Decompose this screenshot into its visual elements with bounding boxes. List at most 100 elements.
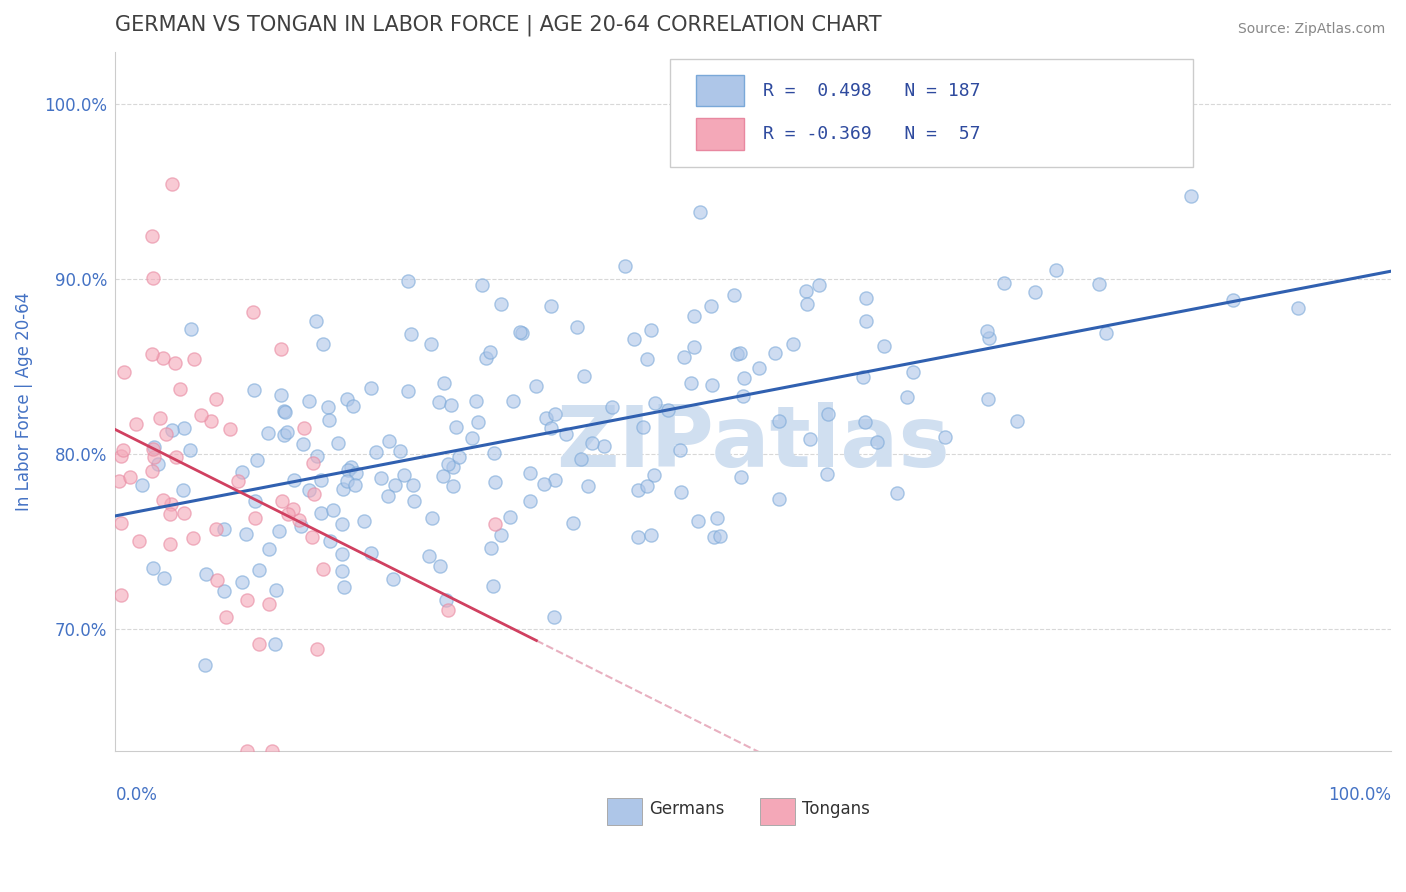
Point bbox=[489, 297, 512, 311]
Point bbox=[353, 514, 375, 528]
Point bbox=[730, 470, 752, 484]
Point bbox=[271, 494, 294, 508]
Point bbox=[852, 370, 875, 384]
Point bbox=[679, 376, 702, 391]
Point bbox=[336, 474, 359, 488]
Point bbox=[305, 314, 328, 328]
Point bbox=[706, 511, 728, 525]
Point bbox=[479, 345, 502, 359]
Point bbox=[283, 502, 305, 516]
Point bbox=[399, 326, 422, 341]
Point bbox=[277, 507, 299, 521]
Point bbox=[643, 468, 665, 483]
Point bbox=[808, 277, 831, 292]
Point bbox=[1094, 326, 1116, 341]
Point bbox=[709, 529, 731, 543]
Point bbox=[153, 572, 176, 586]
Point bbox=[301, 530, 323, 544]
Point bbox=[627, 483, 650, 497]
Point bbox=[683, 310, 706, 324]
Point bbox=[336, 392, 359, 406]
Point bbox=[263, 637, 285, 651]
Point bbox=[169, 382, 191, 396]
Point bbox=[141, 464, 163, 478]
Point bbox=[482, 445, 505, 459]
Point bbox=[205, 522, 228, 536]
Point bbox=[370, 471, 392, 485]
Point bbox=[302, 456, 325, 470]
Point bbox=[290, 518, 312, 533]
Point bbox=[312, 562, 335, 576]
Text: Germans: Germans bbox=[648, 800, 724, 818]
Point bbox=[934, 430, 956, 444]
Point bbox=[418, 549, 440, 564]
Point bbox=[1007, 414, 1029, 428]
Point bbox=[437, 457, 460, 471]
Point bbox=[173, 421, 195, 435]
Point bbox=[343, 478, 366, 492]
Point bbox=[242, 305, 264, 319]
Point bbox=[600, 400, 623, 414]
Point bbox=[865, 434, 887, 449]
Point bbox=[273, 404, 295, 418]
Point bbox=[236, 744, 259, 758]
Point bbox=[471, 277, 494, 292]
FancyBboxPatch shape bbox=[759, 798, 796, 825]
Point bbox=[465, 393, 488, 408]
Point bbox=[569, 451, 592, 466]
Point bbox=[236, 593, 259, 607]
Point bbox=[404, 493, 426, 508]
Point bbox=[231, 574, 253, 589]
Point bbox=[160, 497, 183, 511]
Point bbox=[266, 582, 288, 597]
Point bbox=[432, 468, 454, 483]
Point bbox=[441, 460, 464, 475]
Point bbox=[142, 271, 165, 285]
Point bbox=[110, 516, 132, 530]
Point bbox=[782, 337, 804, 351]
Text: 0.0%: 0.0% bbox=[115, 787, 157, 805]
Point bbox=[475, 351, 498, 365]
Point bbox=[427, 394, 450, 409]
Point bbox=[886, 486, 908, 500]
Point bbox=[149, 410, 172, 425]
Point bbox=[637, 351, 659, 366]
Point bbox=[420, 336, 443, 351]
Point bbox=[640, 323, 662, 337]
Point bbox=[360, 546, 382, 560]
Point bbox=[330, 547, 353, 561]
Text: Tongans: Tongans bbox=[801, 800, 869, 818]
Point bbox=[672, 351, 695, 365]
Point bbox=[160, 177, 183, 191]
Point bbox=[364, 445, 387, 459]
Point bbox=[901, 365, 924, 379]
Point bbox=[218, 422, 240, 436]
Point bbox=[256, 425, 278, 440]
Point bbox=[700, 299, 723, 313]
Point bbox=[489, 528, 512, 542]
Point bbox=[502, 393, 524, 408]
Point bbox=[200, 414, 222, 428]
Point bbox=[977, 392, 1000, 406]
Point bbox=[433, 376, 456, 391]
Point bbox=[384, 478, 406, 492]
Point bbox=[183, 352, 205, 367]
Point bbox=[146, 457, 169, 471]
Point bbox=[479, 541, 502, 555]
Point bbox=[855, 292, 877, 306]
Point bbox=[519, 494, 541, 508]
Point bbox=[467, 415, 489, 429]
Point bbox=[155, 427, 177, 442]
Point bbox=[110, 588, 132, 602]
Point bbox=[304, 487, 326, 501]
Point bbox=[165, 450, 187, 464]
Point bbox=[316, 401, 339, 415]
Point bbox=[447, 450, 470, 464]
Point bbox=[482, 578, 505, 592]
Point bbox=[576, 479, 599, 493]
Point bbox=[689, 204, 711, 219]
Point bbox=[173, 507, 195, 521]
Point bbox=[152, 493, 174, 508]
Point bbox=[142, 441, 165, 455]
Point bbox=[112, 442, 135, 457]
